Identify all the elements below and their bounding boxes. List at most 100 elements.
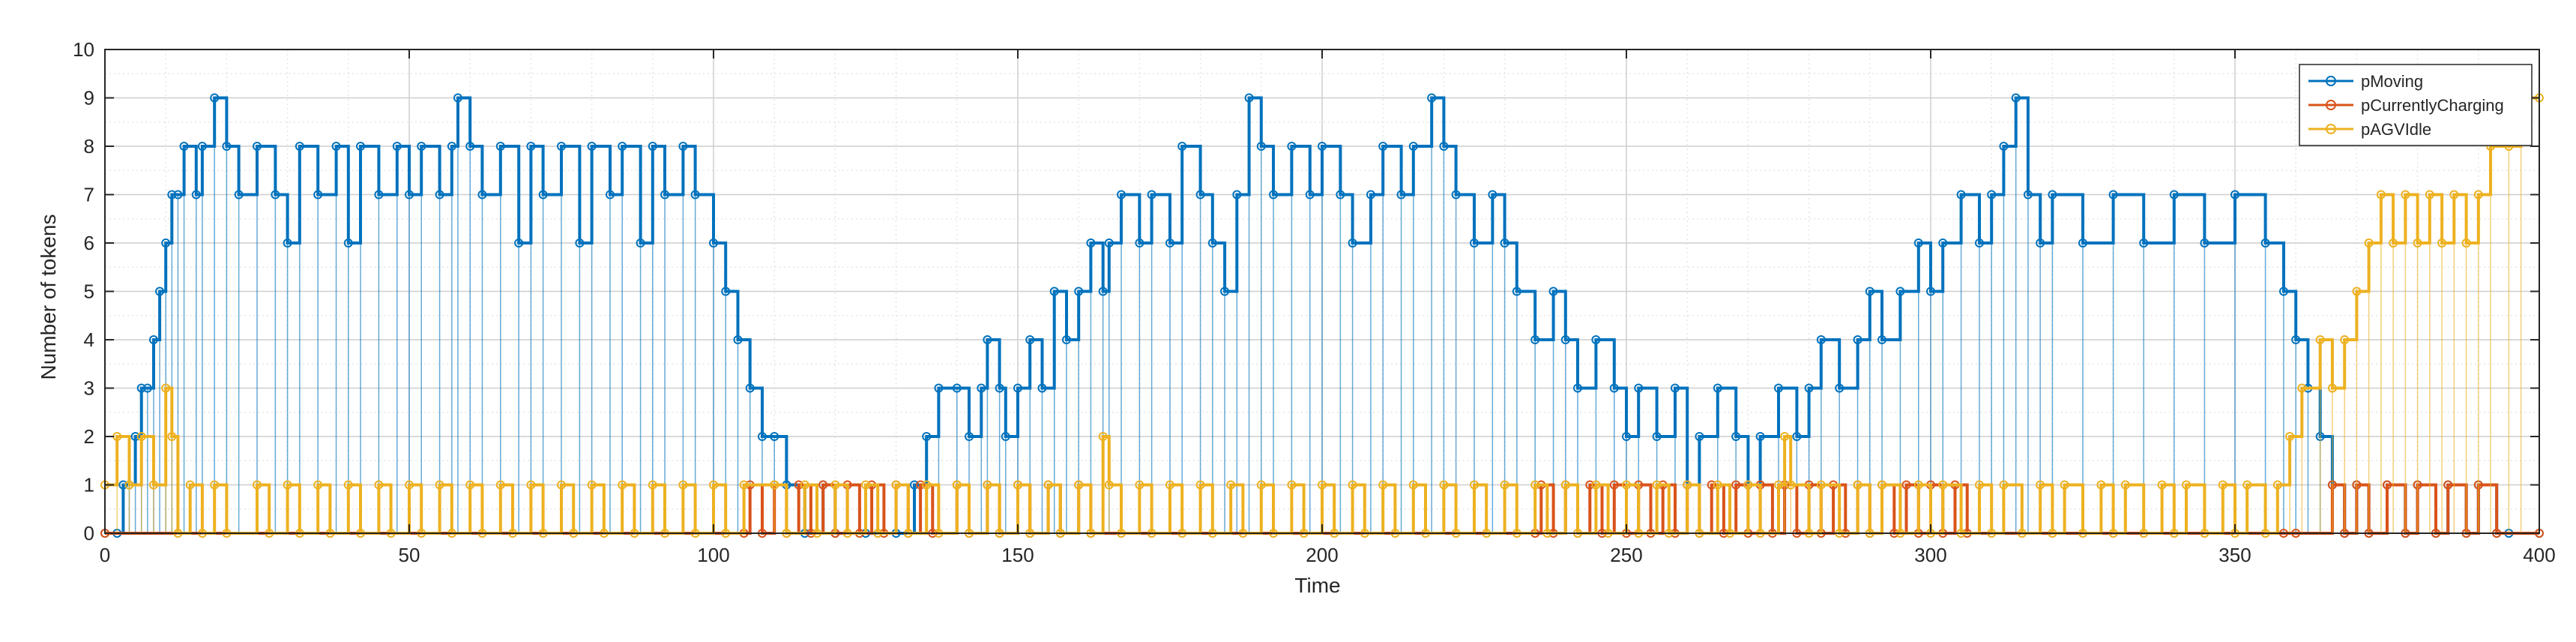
data-point [1165,480,1174,490]
data-point [1366,190,1375,200]
data-point [1573,383,1583,393]
data-point [1488,190,1497,200]
data-point [1396,190,1406,200]
data-point [1061,335,1071,344]
data-point [1560,335,1570,344]
data-point [2023,190,2033,200]
y-tick-label: 6 [84,232,94,254]
data-point [136,383,146,393]
data-point [770,480,779,490]
data-point [185,480,195,490]
data-point [1530,335,1540,344]
data-point [417,142,426,151]
y-axis-label: Number of tokens [37,214,60,380]
data-point [1913,238,1923,248]
data-point [891,480,901,490]
data-point [161,238,171,248]
data-point [690,190,700,200]
data-point [648,480,657,490]
data-point [1530,480,1540,490]
data-point [1877,480,1887,490]
data-point [210,480,220,490]
data-point [721,286,731,296]
data-point [1853,480,1862,490]
data-point [1226,480,1236,490]
data-point [1043,480,1053,490]
data-point [983,480,992,490]
data-point [222,142,232,151]
data-point [2425,190,2434,200]
legend-label: pCurrentlyCharging [2361,96,2504,115]
data-point [757,432,767,441]
data-point [1816,480,1826,490]
data-point [1244,93,1254,103]
y-tick-label: 0 [84,522,94,544]
data-point [477,190,487,200]
x-tick-label: 250 [1610,544,1642,566]
data-point [465,480,475,490]
data-point [1713,383,1722,393]
data-point [739,480,749,490]
data-point [648,142,657,151]
data-point [118,480,128,490]
data-point [2449,190,2459,200]
data-point [1560,480,1570,490]
data-point [1731,480,1741,490]
data-point [1135,238,1144,248]
data-point [2285,432,2295,441]
data-point [142,383,152,393]
data-point [709,238,718,248]
data-point [405,190,414,200]
data-point [1037,383,1047,393]
data-point [1348,238,1357,248]
data-point [405,480,414,490]
data-point [1591,335,1601,344]
data-point [1305,190,1315,200]
data-point [2291,335,2301,344]
data-point [495,480,505,490]
data-point [2352,286,2362,296]
data-point [2473,190,2483,200]
data-point [1707,480,1716,490]
data-point [210,93,220,103]
data-point [1049,286,1059,296]
data-point [2200,238,2209,248]
data-point [1195,190,1205,200]
data-point [1999,142,2009,151]
data-point [770,432,779,441]
data-point [253,142,262,151]
data-point [1207,238,1217,248]
data-point [2315,335,2325,344]
data-point [1348,480,1357,490]
data-point [1609,383,1619,393]
data-point [2011,93,2021,103]
data-point [575,238,585,248]
data-point [1104,238,1114,248]
data-point [636,238,645,248]
data-point [2278,286,2288,296]
data-point [1548,286,1558,296]
data-point [1318,142,1327,151]
data-point [1195,480,1205,490]
data-point [271,190,280,200]
data-point [2169,190,2179,200]
data-point [1451,190,1461,200]
data-point [1074,480,1084,490]
data-point [2389,238,2398,248]
x-axis-label: Time [1294,574,1340,597]
legend-marker [2326,100,2336,110]
y-tick-label: 3 [84,377,94,400]
data-point [2036,238,2045,248]
data-point [1755,432,1765,441]
data-point [1220,286,1230,296]
data-point [514,238,524,248]
legend-marker [2326,76,2336,86]
data-point [1098,286,1108,296]
data-point [818,480,828,490]
data-point [2060,480,2069,490]
data-point [2364,238,2374,248]
data-point [1427,93,1437,103]
y-tick-label: 9 [84,87,94,110]
